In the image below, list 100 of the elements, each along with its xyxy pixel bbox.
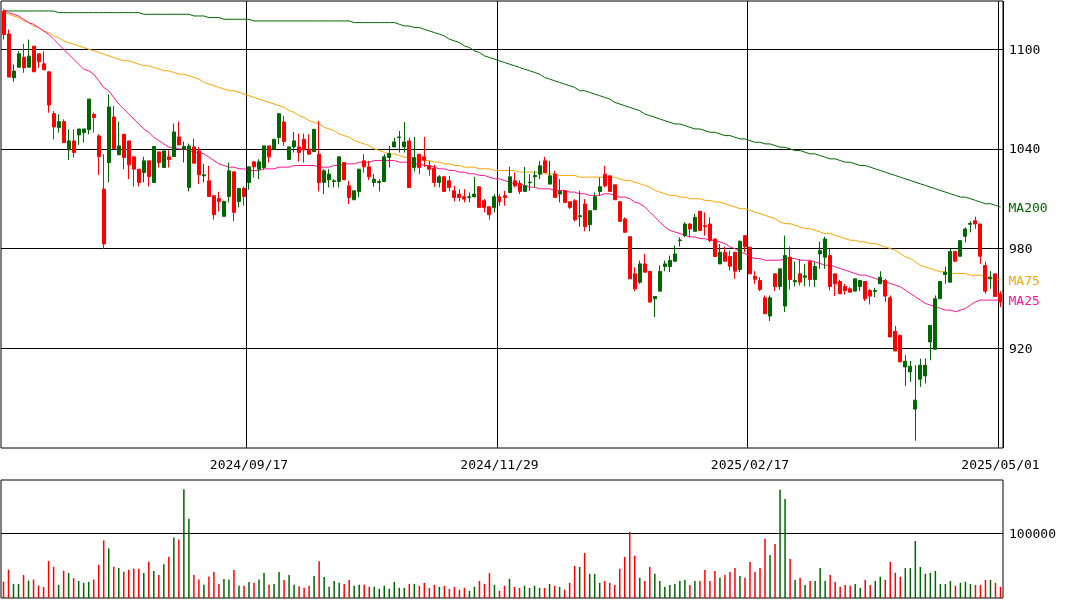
candlestick: [202, 163, 206, 183]
candlestick: [813, 261, 817, 288]
candlestick: [402, 121, 406, 154]
candlestick: [578, 190, 582, 228]
candlestick: [47, 71, 51, 114]
candlestick: [107, 93, 111, 183]
candlestick: [548, 160, 552, 185]
candlestick: [67, 128, 71, 161]
candlestick: [497, 193, 501, 207]
candlestick: [102, 153, 106, 250]
candlestick: [693, 213, 697, 232]
candlestick: [312, 128, 316, 153]
candlestick: [543, 156, 547, 173]
x-tick-label: 2025/02/17: [710, 457, 790, 472]
y-tick-label: 920: [1009, 340, 1033, 356]
candlestick: [968, 220, 972, 233]
candlestick: [177, 121, 181, 146]
candlestick: [172, 123, 176, 158]
x-tick-label: 2024/11/29: [460, 457, 539, 472]
candlestick: [913, 364, 917, 442]
candlestick: [222, 200, 226, 217]
candlestick: [758, 276, 762, 292]
candlestick: [653, 295, 657, 318]
y-tick-label: 1040: [1009, 141, 1041, 157]
candlestick: [963, 226, 967, 243]
series-label: MA25: [1008, 292, 1040, 308]
candlestick: [167, 149, 171, 168]
candlestick: [533, 170, 537, 188]
candlestick: [72, 128, 76, 159]
candlestick: [658, 265, 662, 292]
x-tick-label: 2025/05/01: [961, 457, 1040, 472]
candlestick: [52, 110, 56, 140]
candlestick: [492, 193, 496, 213]
candlestick: [62, 118, 66, 144]
candlestick: [242, 185, 246, 207]
candlestick: [147, 160, 151, 187]
candlestick: [277, 113, 281, 145]
candlestick: [958, 240, 962, 257]
candlestick: [583, 198, 587, 232]
candlestick: [22, 43, 26, 74]
candlestick: [683, 221, 687, 238]
candlestick: [528, 173, 532, 192]
candlestick: [42, 50, 46, 71]
y-tick-label: 100000: [1009, 526, 1056, 542]
candlestick: [793, 261, 797, 287]
candlestick: [743, 235, 747, 253]
candlestick: [117, 121, 121, 156]
candlestick: [282, 115, 286, 147]
y-tick-label: 980: [1009, 241, 1033, 257]
candlestick: [808, 260, 812, 287]
candlestick: [342, 162, 346, 181]
candlestick: [798, 258, 802, 286]
candlestick: [788, 246, 792, 290]
candlestick: [232, 171, 236, 222]
line-series: [3, 10, 1001, 208]
candlestick: [688, 222, 692, 238]
candlestick: [558, 178, 562, 203]
candlestick: [272, 138, 276, 150]
candlestick: [763, 294, 767, 315]
candlestick: [237, 187, 241, 208]
candlestick: [112, 105, 116, 150]
candlestick: [407, 137, 411, 188]
candlestick: [412, 136, 416, 172]
candlestick: [162, 150, 166, 168]
candlestick: [508, 166, 512, 193]
candlestick: [397, 130, 401, 154]
candlestick: [883, 278, 887, 303]
candlestick: [753, 270, 757, 285]
candlestick: [12, 63, 16, 83]
candlestick: [593, 191, 597, 211]
candlestick: [538, 160, 542, 180]
candlestick: [878, 270, 882, 285]
candlestick: [738, 240, 742, 273]
candlestick: [17, 50, 21, 69]
candlestick: [157, 151, 161, 168]
candlestick: [523, 166, 527, 192]
candlestick: [748, 246, 752, 275]
candlestick: [678, 236, 682, 248]
candlestick: [953, 250, 957, 262]
candlestick: [92, 112, 96, 134]
candlestick: [347, 180, 351, 205]
candlestick: [988, 270, 992, 290]
candlestick: [317, 120, 321, 192]
series-label: MA200: [1008, 199, 1048, 215]
candlestick: [97, 133, 101, 176]
candlestick: [598, 176, 602, 197]
candlestick: [638, 260, 642, 285]
candlestick: [247, 166, 251, 191]
candlestick: [57, 113, 61, 134]
candlestick: [152, 145, 156, 183]
candlestick: [27, 39, 31, 69]
candlestick: [252, 160, 256, 178]
series-label: MA75: [1008, 272, 1040, 288]
candlestick: [768, 294, 772, 322]
candlestick: [142, 156, 146, 183]
candlestick: [983, 261, 987, 295]
candlestick: [588, 210, 592, 232]
candlestick: [718, 243, 722, 265]
candlestick: [773, 273, 777, 292]
candlestick: [553, 170, 557, 198]
